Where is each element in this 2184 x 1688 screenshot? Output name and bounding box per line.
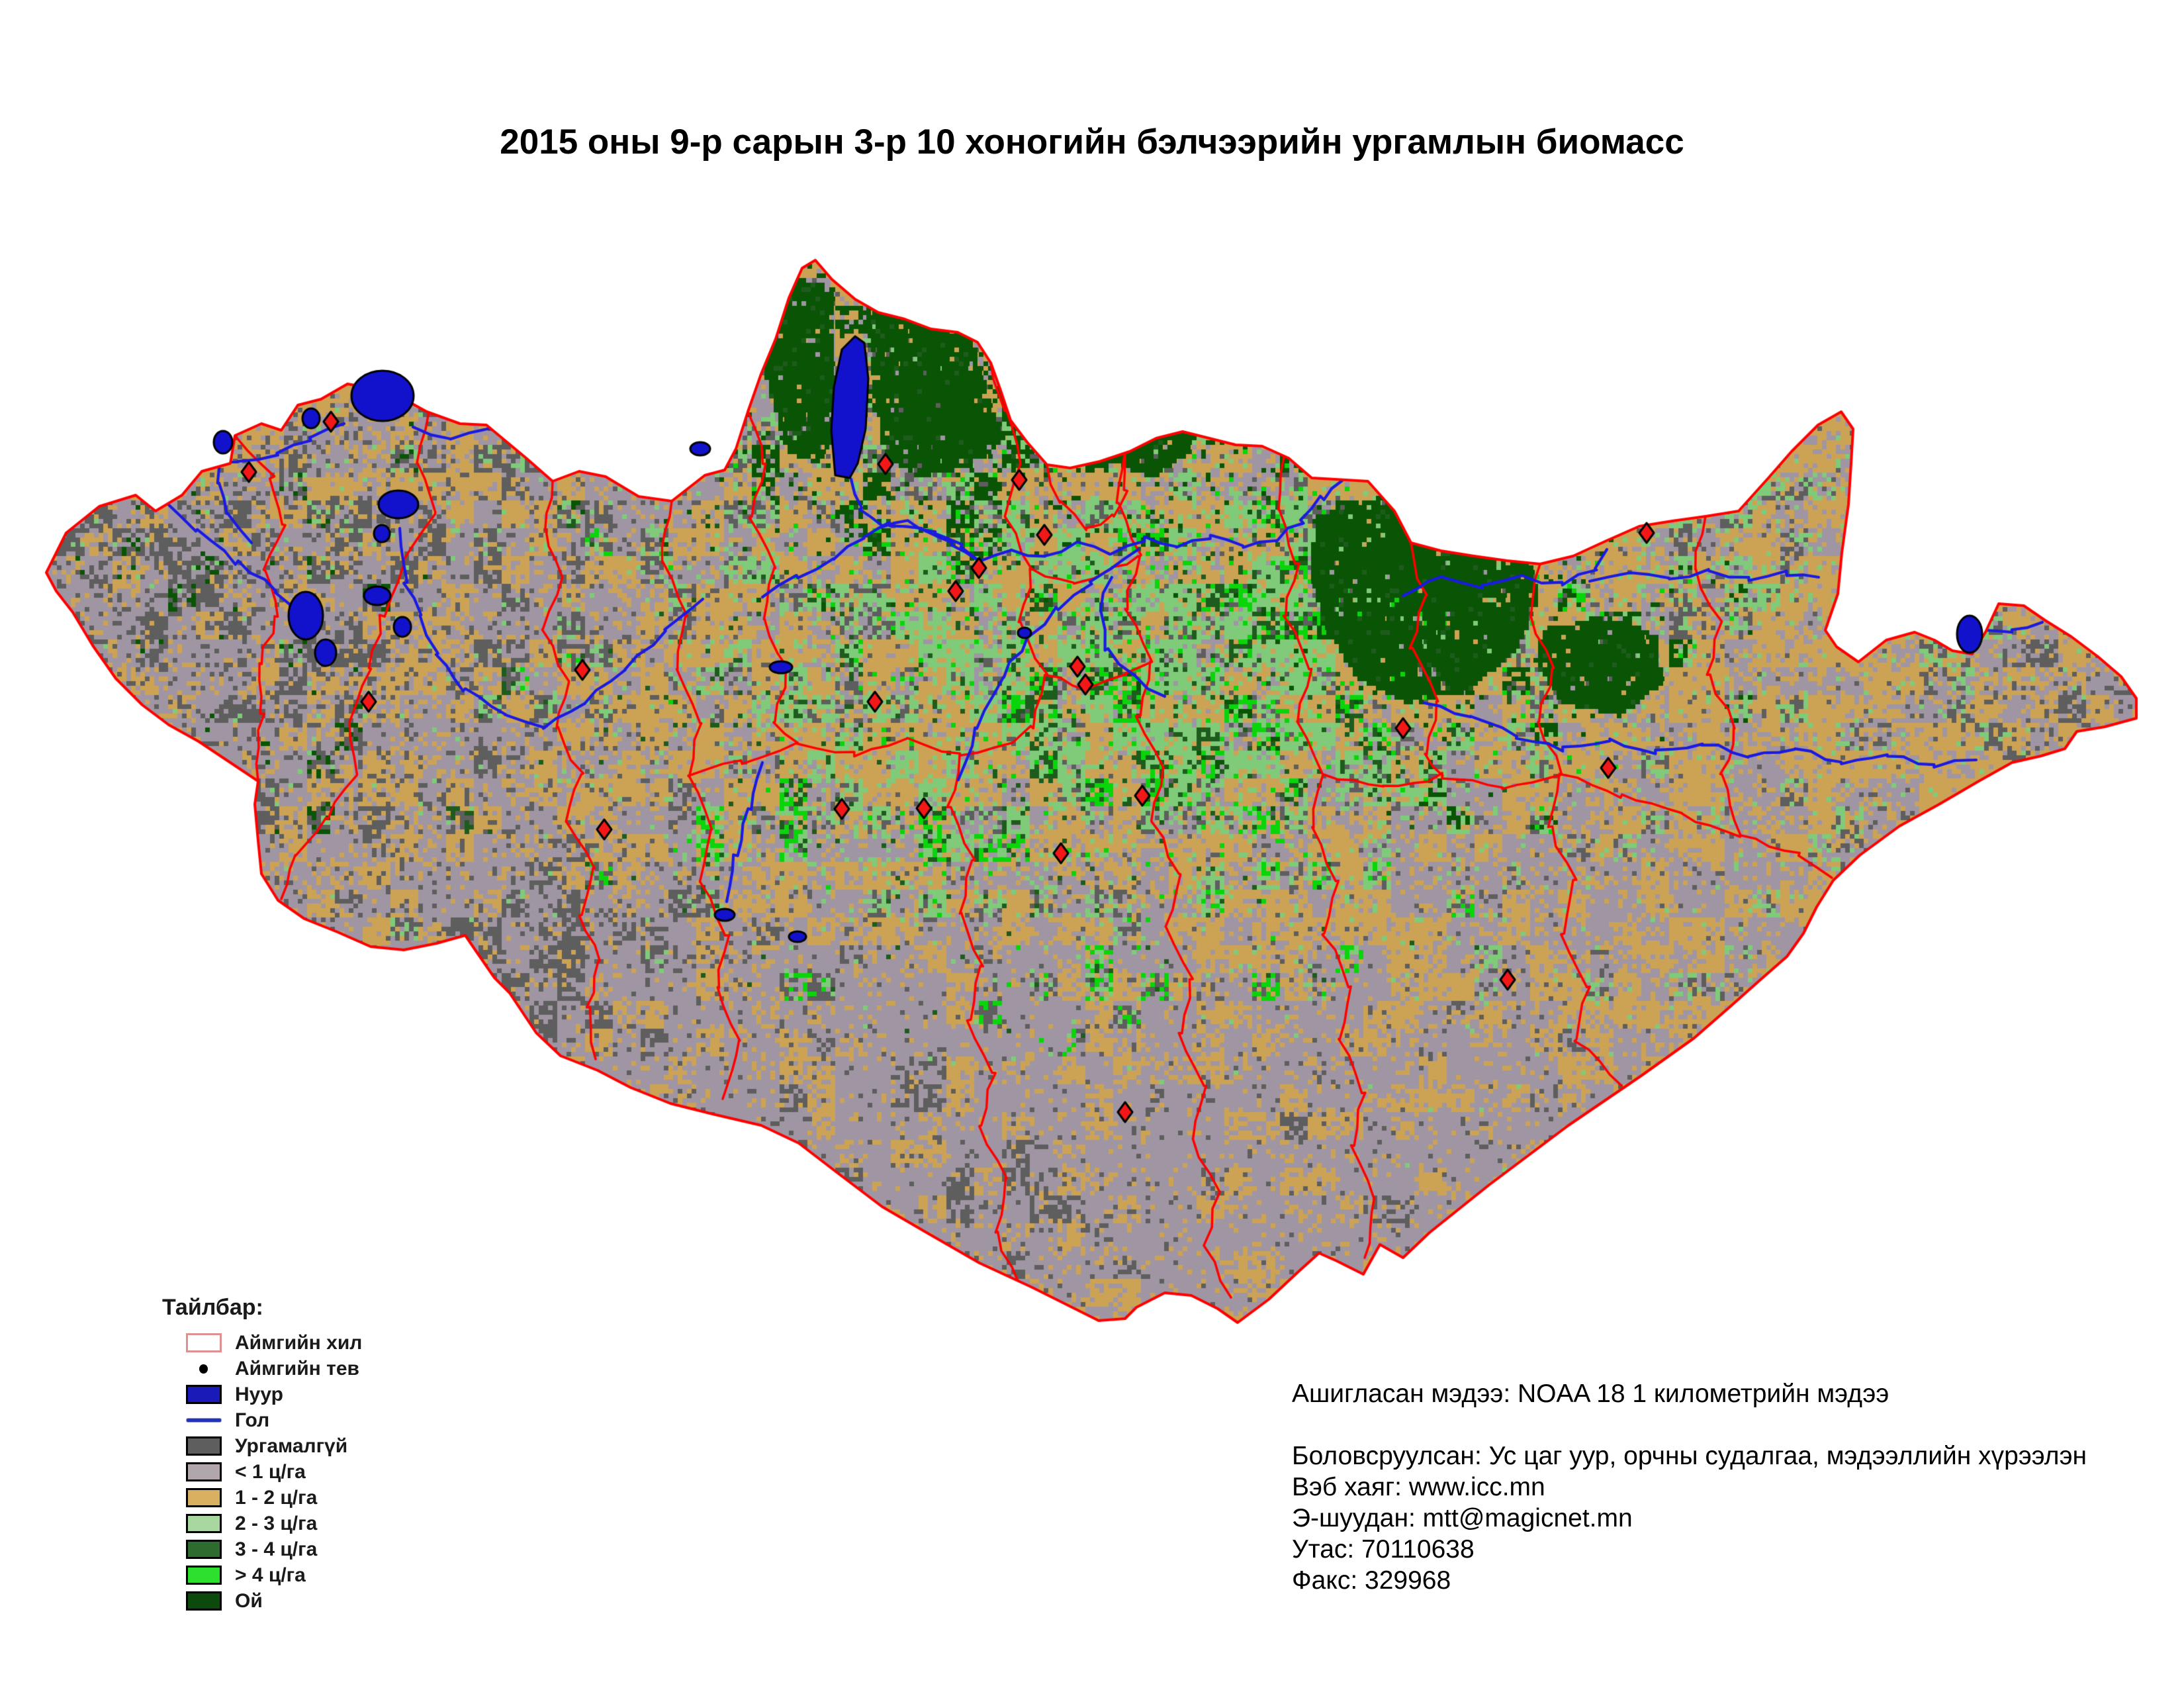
legend-item-3-4: 3 - 4 ц/га [186,1536,533,1562]
credits-fax: Факс: 329968 [1292,1566,1451,1595]
page-title: 2015 оны 9-р сарын 3-р 10 хоногийн бэлчэ… [500,122,1684,162]
legend-item-1-2: 1 - 2 ц/га [186,1485,533,1511]
legend-item-2-3: 2 - 3 ц/га [186,1511,533,1536]
credits-source: Ашигласан мэдээ: NOAA 18 1 километрийн м… [1292,1380,1889,1408]
legend-item-label: Ой [235,1589,263,1612]
b2-3-swatch-icon [186,1514,222,1533]
legend-item-river: Гол [186,1407,533,1433]
legend-item-aimag-border: Аймгийн хил [186,1330,533,1356]
gt4-swatch-icon [186,1566,222,1585]
legend-item-label: 2 - 3 ц/га [235,1512,318,1534]
legend-item-label: Аймгийн хил [235,1331,363,1354]
legend-item-novegetation: Ургамалгүй [186,1433,533,1459]
no-vegetation-swatch-icon [186,1436,222,1456]
legend-item-label: Ургамалгүй [235,1434,348,1457]
legend-item-label: 3 - 4 ц/га [235,1538,318,1560]
credits-email: Э-шуудан: mtt@magicnet.mn [1292,1504,1633,1532]
forest-swatch-icon [186,1591,222,1611]
legend-item-forest: Ой [186,1588,533,1614]
aimag-border-swatch-icon [186,1333,222,1352]
b1-2-swatch-icon [186,1488,222,1507]
credits-block: Ашигласан мэдээ: NOAA 18 1 километрийн м… [1292,1378,2087,1596]
credits-phone: Утас: 70110638 [1292,1535,1475,1564]
legend-item-label: < 1 ц/га [235,1460,306,1483]
lake-swatch-icon [186,1385,222,1404]
legend-item-label: Нуур [235,1383,283,1405]
legend-title: Тайлбар: [162,1295,263,1320]
credits-spacer [1292,1409,2087,1440]
lt1-swatch-icon [186,1462,222,1481]
legend-item-gt4: > 4 ц/га [186,1562,533,1588]
legend-item-label: Гол [235,1409,270,1431]
legend-item-label: 1 - 2 ц/га [235,1486,318,1509]
river-line-icon [186,1418,222,1423]
legend-item-label: > 4 ц/га [235,1564,306,1586]
legend-item-lt1: < 1 ц/га [186,1459,533,1485]
legend-item-lake: Нуур [186,1382,533,1407]
legend: Тайлбар: Аймгийн хил Аймгийн тев Нуур Го… [162,1295,533,1614]
credits-website: Вэб хаяг: www.icc.mn [1292,1473,1545,1501]
credits-processed-by: Боловсруулсан: Ус цаг уур, орчны судалга… [1292,1442,2087,1470]
legend-item-aimag-center: Аймгийн тев [186,1356,533,1382]
aimag-center-dot-icon [199,1364,208,1374]
b3-4-swatch-icon [186,1540,222,1559]
legend-item-label: Аймгийн тев [235,1357,359,1380]
